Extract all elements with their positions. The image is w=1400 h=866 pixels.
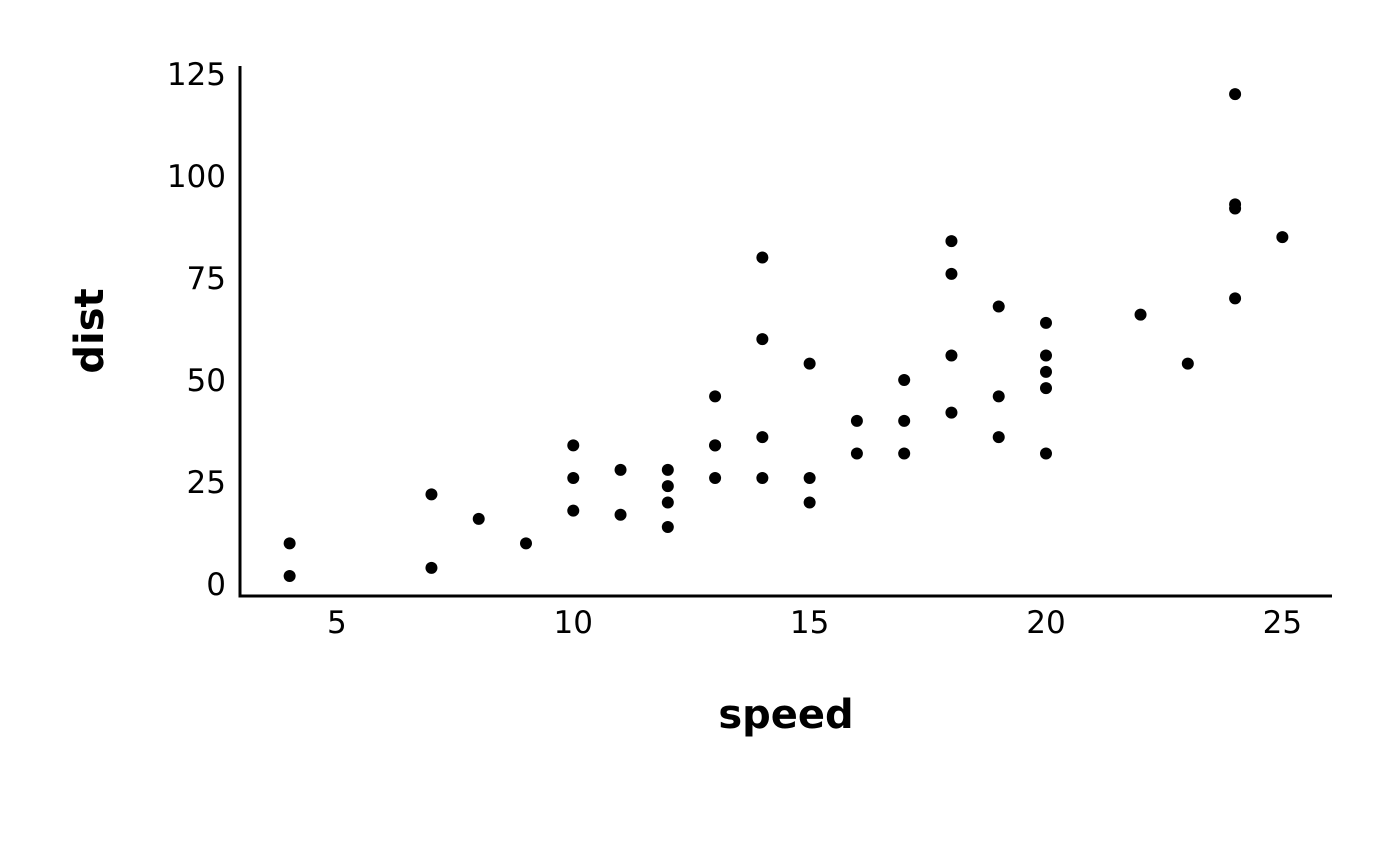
data-point [756,431,769,444]
data-point [1276,231,1289,244]
data-point [1134,308,1147,321]
data-point [898,414,911,427]
data-point [992,390,1005,403]
data-point [1040,316,1052,329]
data-point [803,471,816,484]
data-point [1040,447,1052,460]
data-point [1040,365,1052,378]
x-tick-label: 15 [790,605,829,641]
y-tick-label: 100 [167,159,226,195]
data-point [803,496,816,509]
data-point [850,414,863,427]
y-axis-ticks: 0 25 50 75 100 125 [167,57,226,603]
x-tick-label: 25 [1263,605,1302,641]
data-point [1229,292,1242,305]
x-axis-ticks: 5 10 15 20 25 [327,605,1302,641]
x-tick-label: 20 [1026,605,1065,641]
data-point [898,447,911,460]
data-point [945,406,958,419]
data-point [283,569,296,582]
y-tick-label: 75 [187,261,226,297]
data-point [614,463,627,476]
data-point [850,447,863,460]
data-point [945,349,958,362]
data-point [661,520,674,533]
data-point [567,471,580,484]
data-point [661,496,674,509]
data-point [992,431,1005,444]
data-point [1229,88,1242,101]
data-point [709,390,722,403]
data-point [756,333,769,346]
data-point [945,267,958,280]
y-axis-title: dist [67,288,113,373]
data-point [756,251,769,264]
data-point [520,537,532,550]
data-point [992,300,1005,313]
x-tick-label: 5 [327,605,347,641]
data-point [945,235,958,248]
data-point [709,471,722,484]
data-point [1181,357,1194,370]
data-point [425,561,438,574]
data-point [567,439,580,452]
data-point [1040,382,1052,395]
data-point [567,504,580,517]
data-point [425,488,438,501]
data-point [661,463,674,476]
data-point [283,537,296,550]
points-layer [283,88,1289,582]
data-point [614,508,627,521]
y-tick-label: 0 [206,567,226,603]
data-point [661,480,674,493]
data-point [1229,198,1242,211]
data-point [803,357,816,370]
data-point [709,439,722,452]
data-point [756,471,769,484]
data-point [1040,349,1052,362]
x-tick-label: 10 [554,605,593,641]
y-tick-label: 125 [167,57,226,93]
y-tick-label: 50 [187,363,226,399]
data-point [472,512,485,525]
data-point [898,373,911,386]
y-tick-label: 25 [187,465,226,501]
x-axis-title: speed [718,692,853,738]
